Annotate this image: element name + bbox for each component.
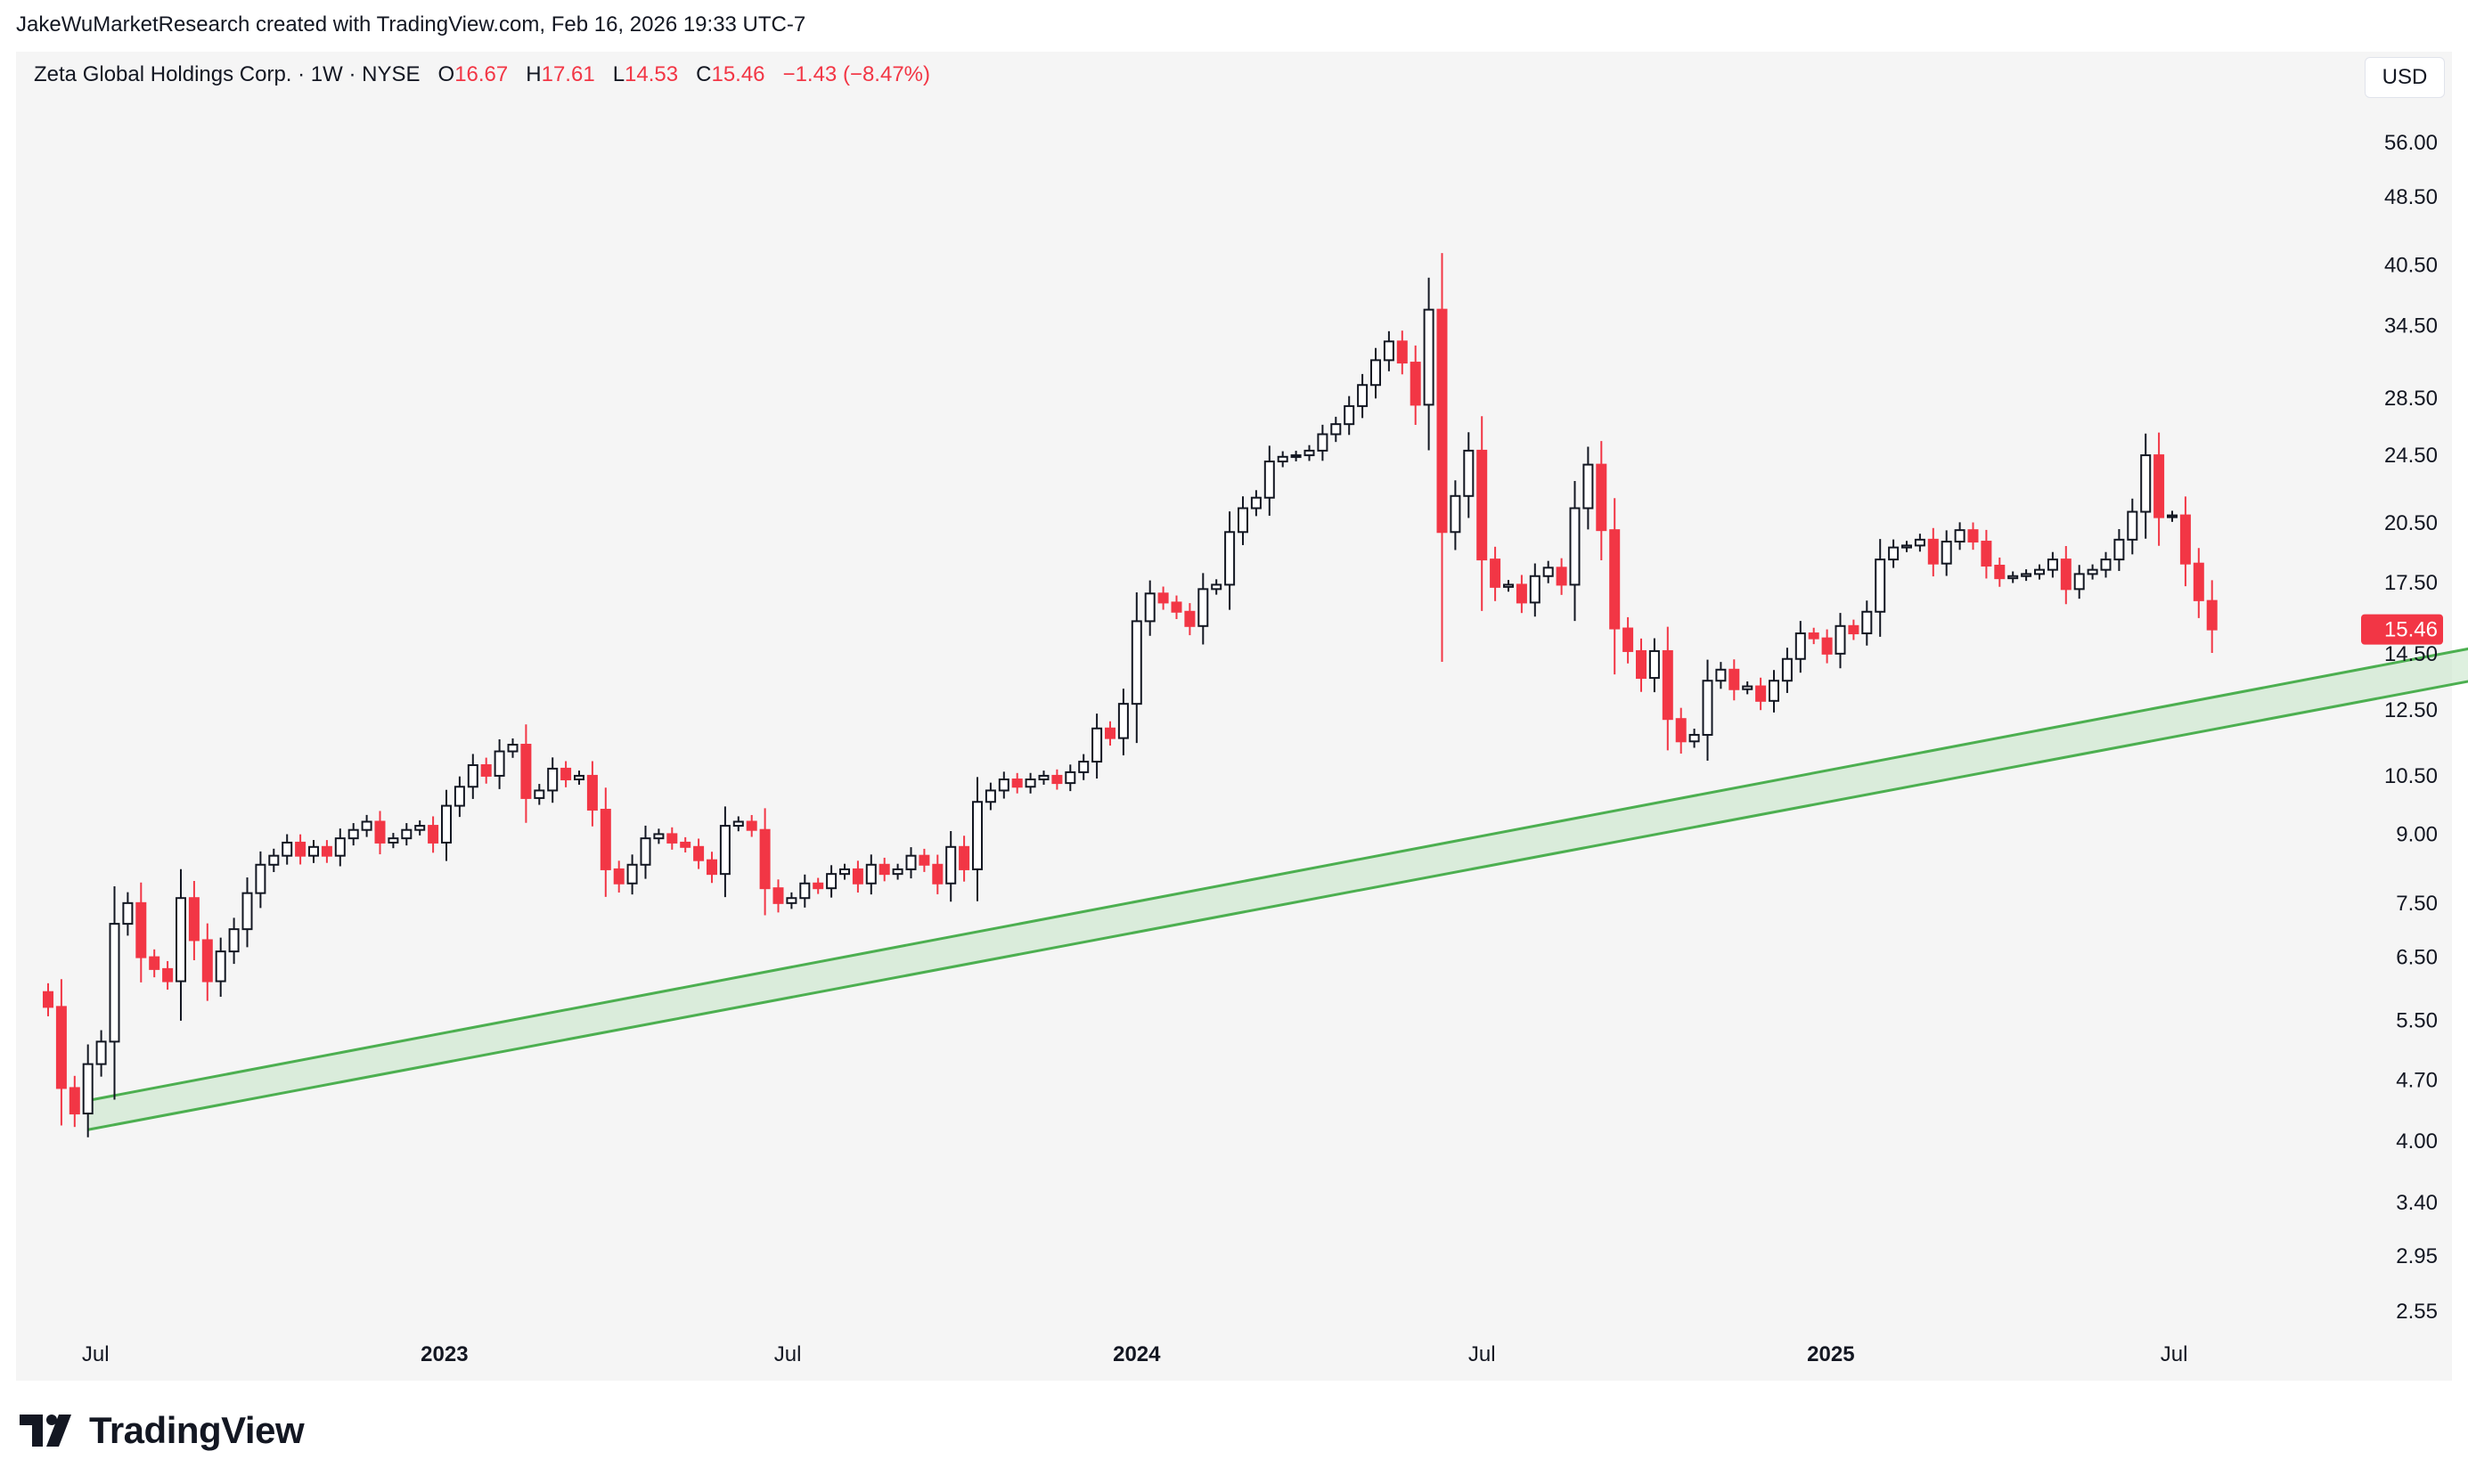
chart-attribution: JakeWuMarketResearch created with Tradin… <box>16 12 806 37</box>
currency-button[interactable]: USD <box>2365 57 2445 98</box>
tradingview-logo[interactable]: TradingView <box>20 1407 305 1454</box>
open-label: O <box>437 62 455 86</box>
close-value: 15.46 <box>711 62 765 86</box>
low-label: L <box>612 62 625 86</box>
open-value: 16.67 <box>454 62 509 86</box>
change-value: −1.43 (−8.47%) <box>782 62 930 86</box>
symbol-legend: Zeta Global Holdings Corp. · 1W · NYSE O… <box>34 62 930 87</box>
chart-pane[interactable] <box>16 52 2452 1381</box>
high-label: H <box>526 62 542 86</box>
high-value: 17.61 <box>541 62 595 86</box>
tradingview-logo-icon <box>20 1415 71 1447</box>
brand-name: TradingView <box>89 1409 305 1451</box>
symbol-title: Zeta Global Holdings Corp. · 1W · NYSE <box>34 62 421 86</box>
close-label: C <box>696 62 712 86</box>
low-value: 14.53 <box>625 62 679 86</box>
